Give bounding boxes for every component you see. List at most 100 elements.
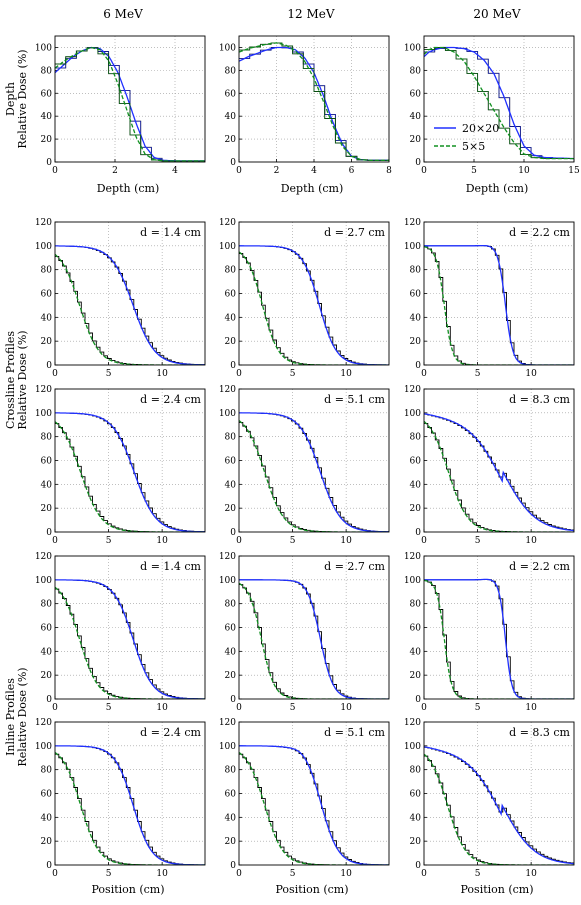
y-tick-label: 60 bbox=[410, 89, 422, 99]
y-tick-label: 40 bbox=[410, 813, 422, 823]
x-tick-label: 5 bbox=[106, 369, 112, 379]
measured-step-field5 bbox=[424, 422, 574, 532]
model-step-5x5 bbox=[424, 47, 574, 159]
profile-line-field20 bbox=[55, 579, 205, 699]
profile-line-field5 bbox=[239, 751, 389, 865]
y-tick-label: 0 bbox=[46, 695, 52, 705]
y-tick-label: 20 bbox=[410, 837, 422, 847]
y-tick-label: 100 bbox=[35, 576, 52, 586]
x-tick-label: 0 bbox=[421, 703, 427, 713]
y-tick-label: 100 bbox=[35, 43, 52, 53]
depth-annotation: d = 2.2 cm bbox=[509, 560, 570, 573]
x-tick-label: 10 bbox=[340, 869, 352, 879]
y-tick-label: 60 bbox=[41, 624, 53, 634]
x-tick-label: 10 bbox=[525, 869, 537, 879]
y-tick-label: 0 bbox=[230, 158, 236, 168]
y-tick-label: 80 bbox=[225, 766, 237, 776]
y-tick-label: 20 bbox=[410, 504, 422, 514]
profile-line-field20 bbox=[239, 245, 389, 365]
x-tick-label: 10 bbox=[340, 369, 352, 379]
axes-frame bbox=[423, 221, 575, 366]
axes-frame bbox=[423, 721, 575, 866]
x-tick-label: 5 bbox=[106, 869, 112, 879]
x-tick-label: 6 bbox=[349, 166, 355, 176]
y-tick-label: 0 bbox=[46, 361, 52, 371]
x-tick-label: 5 bbox=[290, 536, 296, 546]
profile-line-field5 bbox=[424, 753, 574, 865]
profile-line-field5 bbox=[424, 245, 574, 365]
y-tick-label: 120 bbox=[35, 218, 52, 228]
depth-annotation: d = 8.3 cm bbox=[509, 393, 570, 406]
depth-annotation: d = 2.4 cm bbox=[140, 393, 201, 406]
x-tick-label: 0 bbox=[421, 536, 427, 546]
measured-step-20x20 bbox=[424, 47, 574, 159]
axes-frame bbox=[238, 555, 390, 700]
measured-step-field20 bbox=[55, 412, 205, 532]
x-tick-label: 5 bbox=[475, 369, 481, 379]
y-tick-label: 40 bbox=[410, 313, 422, 323]
x-tick-label: 5 bbox=[106, 536, 112, 546]
x-tick-label: 8 bbox=[386, 166, 392, 176]
x-tick-label: 0 bbox=[52, 369, 58, 379]
axes-frame bbox=[238, 721, 390, 866]
x-tick-label: 10 bbox=[340, 703, 352, 713]
y-tick-label: 60 bbox=[225, 290, 237, 300]
profile-line-field20 bbox=[424, 244, 574, 365]
y-tick-label: 60 bbox=[410, 624, 422, 634]
y-tick-label: 40 bbox=[225, 313, 237, 323]
y-tick-label: 120 bbox=[219, 385, 236, 395]
y-tick-label: 100 bbox=[404, 242, 421, 252]
y-tick-label: 120 bbox=[404, 385, 421, 395]
y-tick-label: 0 bbox=[230, 361, 236, 371]
y-tick-label: 60 bbox=[225, 89, 237, 99]
x-tick-label: 15 bbox=[568, 166, 580, 176]
y-tick-label: 60 bbox=[410, 790, 422, 800]
x-tick-label: 10 bbox=[525, 369, 537, 379]
x-tick-label: 0 bbox=[421, 869, 427, 879]
axes-frame bbox=[54, 35, 206, 163]
y-tick-label: 80 bbox=[225, 600, 237, 610]
y-tick-label: 100 bbox=[404, 409, 421, 419]
y-tick-label: 80 bbox=[41, 766, 53, 776]
x-tick-label: 2 bbox=[274, 166, 280, 176]
x-tick-label: 10 bbox=[156, 869, 168, 879]
xlabel-depth-20mev: Depth (cm) bbox=[466, 182, 529, 195]
depth-annotation: d = 2.2 cm bbox=[509, 226, 570, 239]
row-label-depth-ylabel: Relative Dose (%) bbox=[16, 49, 29, 148]
y-tick-label: 40 bbox=[41, 313, 53, 323]
depth-annotation: d = 5.1 cm bbox=[324, 393, 385, 406]
x-tick-label: 0 bbox=[52, 703, 58, 713]
y-tick-label: 80 bbox=[410, 766, 422, 776]
y-tick-label: 20 bbox=[225, 671, 237, 681]
profile-line-field5 bbox=[55, 421, 205, 532]
y-tick-label: 20 bbox=[225, 135, 237, 145]
depth-annotation: d = 1.4 cm bbox=[140, 226, 201, 239]
x-tick-label: 5 bbox=[290, 869, 296, 879]
measured-step-field5 bbox=[55, 588, 205, 699]
profile-line-field5 bbox=[239, 582, 389, 699]
y-tick-label: 120 bbox=[404, 552, 421, 562]
y-tick-label: 120 bbox=[404, 718, 421, 728]
row-label-crossline: Crossline Profiles bbox=[4, 331, 17, 429]
y-tick-label: 40 bbox=[225, 112, 237, 122]
axes-frame bbox=[238, 388, 390, 533]
axes-frame bbox=[54, 221, 206, 366]
x-tick-label: 4 bbox=[311, 166, 317, 176]
x-tick-label: 0 bbox=[236, 166, 242, 176]
y-tick-label: 40 bbox=[410, 112, 422, 122]
model-step-5x5 bbox=[55, 47, 205, 162]
y-tick-label: 20 bbox=[410, 671, 422, 681]
x-tick-label: 10 bbox=[518, 166, 530, 176]
y-tick-label: 80 bbox=[41, 600, 53, 610]
y-tick-label: 120 bbox=[35, 718, 52, 728]
y-tick-label: 20 bbox=[225, 337, 237, 347]
measured-step-field5 bbox=[55, 753, 205, 865]
profile-line-field5 bbox=[55, 253, 205, 365]
y-tick-label: 120 bbox=[35, 385, 52, 395]
